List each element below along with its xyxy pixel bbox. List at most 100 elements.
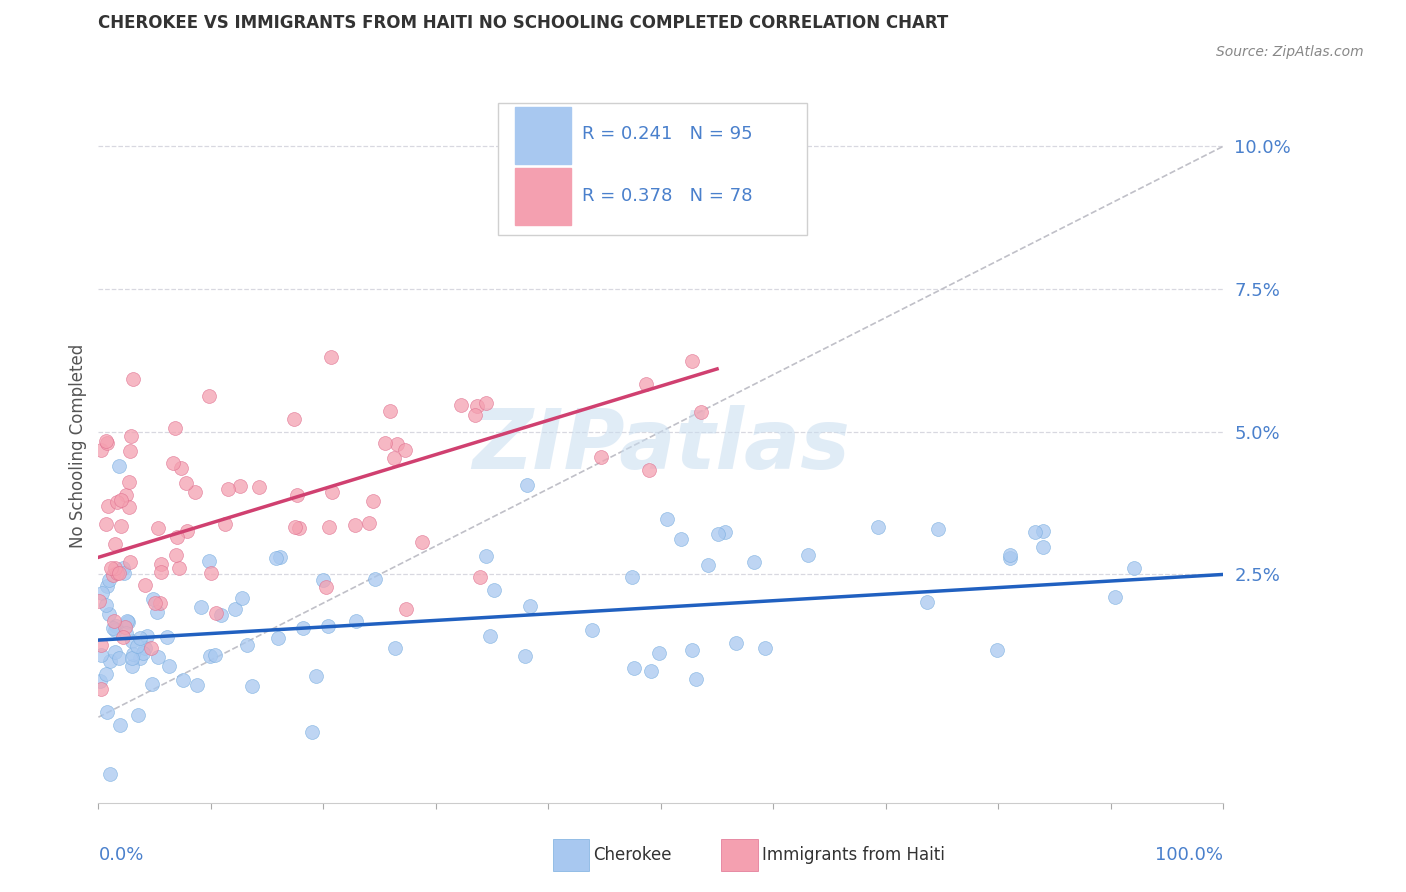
Point [204, 606, 226, 620]
Text: Source: ZipAtlas.com: Source: ZipAtlas.com [1216, 45, 1364, 59]
Point [96, 666, 118, 681]
Point [90, 648, 112, 662]
Point [384, 641, 406, 656]
Point [482, 582, 505, 597]
Point [149, 566, 172, 580]
Point [89, 673, 111, 688]
Point [266, 631, 288, 645]
Point [186, 678, 208, 692]
Point [163, 421, 186, 435]
Point [96, 706, 118, 720]
Point [411, 535, 433, 549]
Point [229, 479, 252, 493]
Point [118, 500, 141, 515]
Point [754, 641, 776, 656]
Point [110, 518, 132, 533]
Point [519, 599, 541, 613]
Point [657, 512, 679, 526]
Point [283, 412, 305, 426]
Point [156, 630, 179, 644]
Point [516, 477, 538, 491]
Point [285, 488, 308, 502]
Point [621, 570, 644, 584]
Point [105, 495, 128, 509]
FancyBboxPatch shape [515, 168, 571, 225]
Point [581, 623, 603, 637]
Point [121, 647, 143, 661]
Point [690, 405, 713, 419]
Point [136, 629, 159, 643]
Text: ZIPatlas: ZIPatlas [472, 406, 849, 486]
Point [97, 573, 120, 587]
Point [1032, 540, 1054, 554]
Point [146, 520, 169, 534]
Point [343, 518, 366, 533]
Point [464, 408, 486, 422]
Point [634, 377, 657, 392]
Point [707, 526, 730, 541]
Point [96, 436, 118, 450]
Point [866, 519, 889, 533]
Point [321, 485, 343, 500]
Point [120, 444, 142, 458]
Point [157, 658, 180, 673]
Point [998, 551, 1021, 566]
Point [141, 641, 163, 656]
Point [198, 554, 221, 568]
Point [209, 608, 232, 623]
Point [364, 572, 387, 586]
Point [318, 519, 340, 533]
Point [96, 598, 118, 612]
Point [134, 578, 156, 592]
Point [90, 681, 112, 696]
Point [301, 724, 323, 739]
Point [214, 517, 236, 532]
Point [118, 555, 141, 569]
Point [146, 649, 169, 664]
Text: R = 0.378   N = 78: R = 0.378 N = 78 [582, 187, 752, 205]
Point [131, 646, 153, 660]
Point [796, 548, 818, 562]
Point [141, 677, 163, 691]
Point [200, 566, 222, 580]
Point [374, 436, 396, 450]
Point [96, 434, 118, 449]
Point [150, 557, 173, 571]
Point [450, 398, 472, 412]
Point [134, 641, 156, 656]
Point [204, 648, 226, 662]
Point [311, 573, 333, 587]
Point [474, 395, 496, 409]
FancyBboxPatch shape [515, 107, 571, 164]
Point [291, 621, 314, 635]
Point [714, 525, 737, 540]
Point [89, 594, 111, 608]
Point [122, 372, 145, 386]
Y-axis label: No Schooling Completed: No Schooling Completed [69, 344, 87, 548]
Point [513, 649, 536, 664]
Point [395, 601, 418, 615]
Point [121, 651, 143, 665]
Point [162, 456, 184, 470]
Text: 0.0%: 0.0% [98, 846, 143, 863]
Point [90, 638, 112, 652]
Point [111, 631, 134, 645]
Point [387, 437, 409, 451]
Point [315, 580, 337, 594]
Point [110, 493, 132, 508]
Point [98, 654, 121, 668]
Point [637, 463, 659, 477]
Point [108, 650, 131, 665]
Point [1032, 524, 1054, 539]
Point [166, 531, 188, 545]
Point [915, 595, 938, 609]
Point [284, 519, 307, 533]
Point [344, 614, 367, 628]
Point [127, 707, 149, 722]
Point [114, 487, 136, 501]
Point [103, 568, 125, 582]
Point [319, 350, 342, 364]
Point [111, 561, 134, 575]
Point [184, 484, 207, 499]
Point [104, 623, 127, 637]
